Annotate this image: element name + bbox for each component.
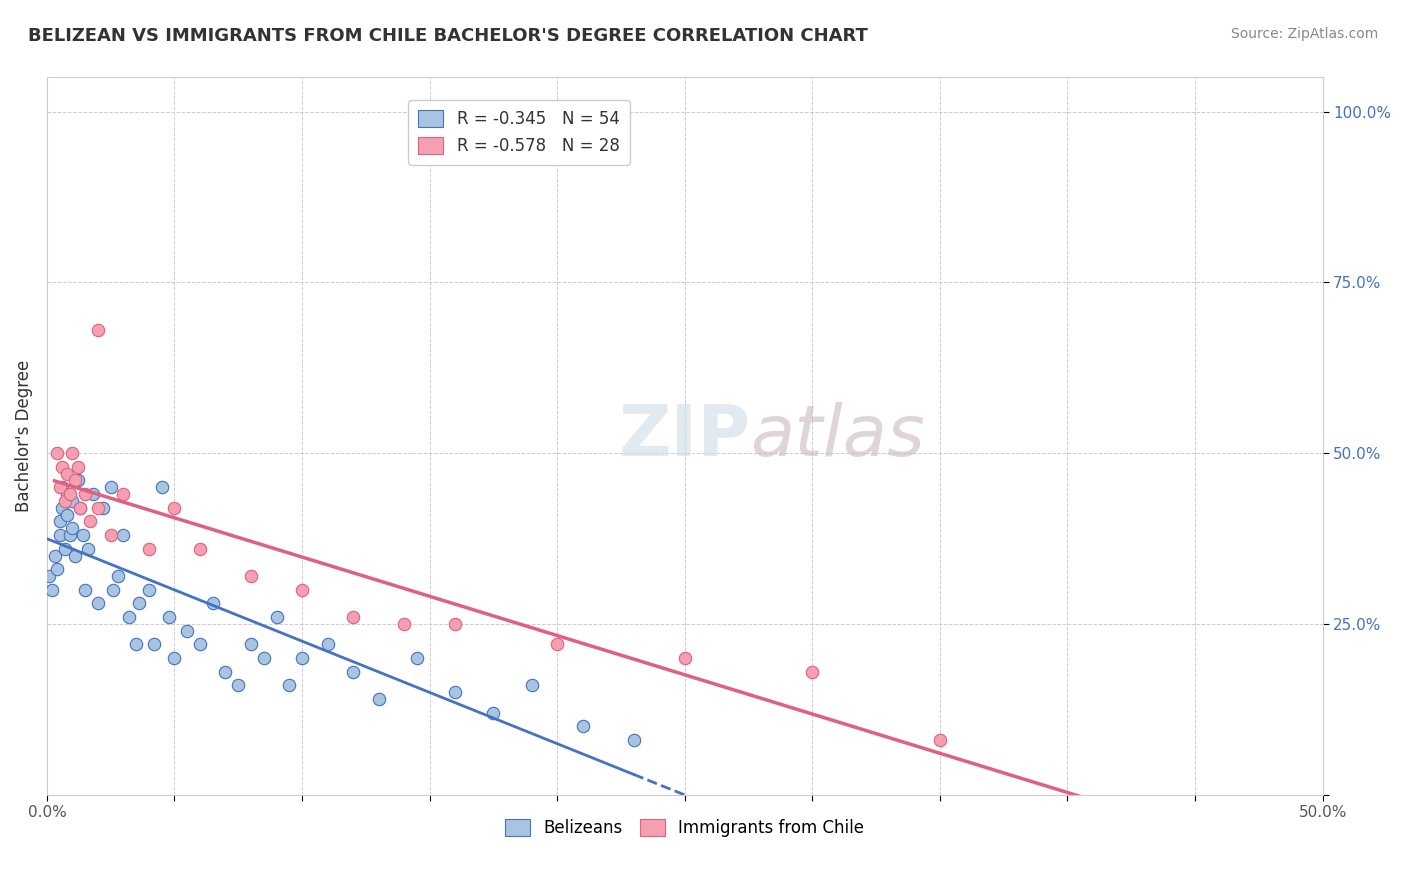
Immigrants from Chile — [51, 459, 73, 474]
Belizeans — [201, 596, 224, 610]
Belizeans — [48, 515, 70, 529]
Belizeans — [117, 610, 139, 624]
Belizeans — [72, 528, 94, 542]
Text: atlas: atlas — [751, 401, 925, 471]
Immigrants from Chile — [66, 459, 89, 474]
Immigrants from Chile — [87, 323, 110, 337]
Immigrants from Chile — [673, 651, 696, 665]
Immigrants from Chile — [801, 665, 824, 679]
Belizeans — [82, 487, 104, 501]
Immigrants from Chile — [112, 487, 135, 501]
Immigrants from Chile — [392, 616, 415, 631]
Belizeans — [291, 651, 314, 665]
Immigrants from Chile — [60, 446, 83, 460]
Immigrants from Chile — [69, 500, 91, 515]
Belizeans — [342, 665, 364, 679]
Immigrants from Chile — [56, 467, 79, 481]
Belizeans — [623, 733, 645, 747]
Belizeans — [87, 596, 110, 610]
Belizeans — [316, 637, 339, 651]
Belizeans — [482, 706, 505, 720]
Belizeans — [405, 651, 427, 665]
Immigrants from Chile — [79, 515, 101, 529]
Belizeans — [520, 678, 543, 692]
Belizeans — [444, 685, 467, 699]
Text: Source: ZipAtlas.com: Source: ZipAtlas.com — [1230, 27, 1378, 41]
Belizeans — [51, 480, 73, 494]
Belizeans — [38, 569, 60, 583]
Immigrants from Chile — [163, 500, 186, 515]
Belizeans — [214, 665, 236, 679]
Immigrants from Chile — [291, 582, 314, 597]
Belizeans — [266, 610, 288, 624]
Immigrants from Chile — [342, 610, 364, 624]
Immigrants from Chile — [240, 569, 263, 583]
Immigrants from Chile — [928, 733, 950, 747]
Immigrants from Chile — [48, 480, 70, 494]
Belizeans — [66, 474, 89, 488]
Immigrants from Chile — [100, 528, 122, 542]
Belizeans — [103, 582, 125, 597]
Immigrants from Chile — [444, 616, 467, 631]
Immigrants from Chile — [46, 446, 69, 460]
Immigrants from Chile — [188, 541, 211, 556]
Belizeans — [240, 637, 263, 651]
Belizeans — [367, 692, 389, 706]
Belizeans — [226, 678, 249, 692]
Belizeans — [188, 637, 211, 651]
Belizeans — [128, 596, 150, 610]
Belizeans — [571, 719, 593, 733]
Belizeans — [125, 637, 148, 651]
Belizeans — [75, 582, 97, 597]
Immigrants from Chile — [53, 494, 76, 508]
Belizeans — [157, 610, 180, 624]
Belizeans — [76, 541, 98, 556]
Belizeans — [143, 637, 166, 651]
Belizeans — [53, 541, 76, 556]
Immigrants from Chile — [87, 500, 110, 515]
Belizeans — [107, 569, 129, 583]
Immigrants from Chile — [75, 487, 97, 501]
Belizeans — [46, 562, 69, 576]
Belizeans — [60, 494, 83, 508]
Belizeans — [56, 487, 79, 501]
Belizeans — [60, 521, 83, 535]
Immigrants from Chile — [138, 541, 160, 556]
Belizeans — [63, 549, 86, 563]
Text: BELIZEAN VS IMMIGRANTS FROM CHILE BACHELOR'S DEGREE CORRELATION CHART: BELIZEAN VS IMMIGRANTS FROM CHILE BACHEL… — [28, 27, 868, 45]
Belizeans — [163, 651, 186, 665]
Y-axis label: Bachelor's Degree: Bachelor's Degree — [15, 360, 32, 512]
Belizeans — [51, 500, 73, 515]
Belizeans — [112, 528, 135, 542]
Belizeans — [278, 678, 301, 692]
Immigrants from Chile — [546, 637, 568, 651]
Belizeans — [69, 500, 91, 515]
Belizeans — [59, 528, 82, 542]
Text: ZIP: ZIP — [619, 401, 751, 471]
Belizeans — [150, 480, 173, 494]
Legend: Belizeans, Immigrants from Chile: Belizeans, Immigrants from Chile — [499, 813, 870, 844]
Immigrants from Chile — [63, 474, 86, 488]
Belizeans — [176, 624, 198, 638]
Belizeans — [253, 651, 276, 665]
Belizeans — [91, 500, 114, 515]
Belizeans — [56, 508, 79, 522]
Belizeans — [48, 528, 70, 542]
Belizeans — [138, 582, 160, 597]
Belizeans — [41, 582, 63, 597]
Belizeans — [44, 549, 66, 563]
Immigrants from Chile — [59, 487, 82, 501]
Belizeans — [100, 480, 122, 494]
